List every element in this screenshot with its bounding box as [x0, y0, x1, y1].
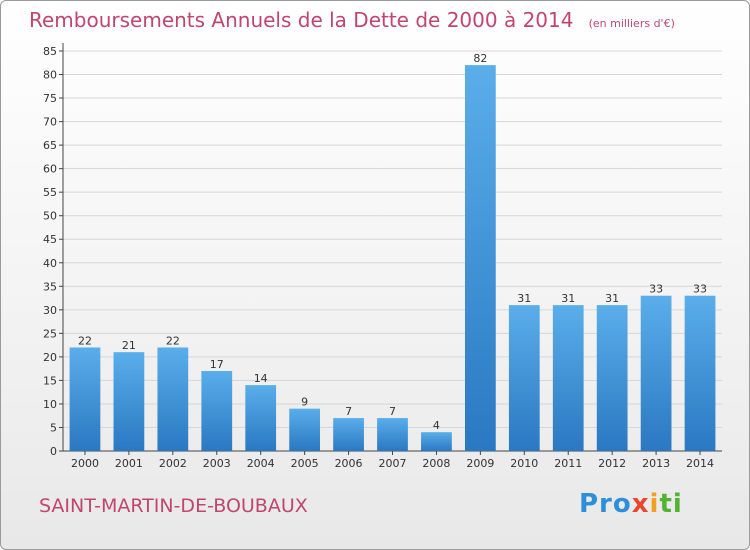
x-tick-label: 2013 [642, 457, 670, 470]
y-tick-label: 40 [43, 257, 57, 270]
bar [245, 385, 277, 451]
y-tick-label: 60 [43, 163, 57, 176]
data-label: 31 [517, 292, 531, 305]
y-tick-label: 0 [50, 445, 57, 458]
x-tick-label: 2006 [335, 457, 363, 470]
axis-layer: 0 5 10 15 20 25 30 35 40 45 50 55 60 65 70 75 80 85 2000 20… [43, 43, 722, 470]
logo-part: ti [659, 489, 683, 519]
data-label: 33 [693, 283, 707, 296]
proxiti-logo[interactable]: Proxiti [579, 489, 683, 519]
data-label: 33 [649, 283, 663, 296]
bar-layer [69, 65, 716, 451]
bar [464, 65, 496, 451]
bar [421, 432, 452, 451]
data-label: 9 [301, 396, 308, 409]
y-tick-label: 25 [43, 327, 57, 340]
label-layer: 22 21 22 17 14 9 7 7 4 82 31 31 31 33 33 [78, 52, 707, 432]
x-tick-label: 2010 [510, 457, 538, 470]
bar [552, 305, 584, 451]
data-label: 22 [166, 334, 180, 347]
x-tick-label: 2001 [115, 457, 143, 470]
y-tick-label: 30 [43, 304, 57, 317]
x-tick-label: 2002 [159, 457, 187, 470]
title-row: Remboursements Annuels de la Dette de 20… [29, 8, 675, 32]
y-tick-label: 5 [50, 421, 57, 434]
y-tick-label: 70 [43, 116, 57, 129]
bar [596, 305, 628, 451]
bar [113, 352, 145, 451]
data-label: 21 [122, 339, 136, 352]
y-tick-label: 15 [43, 374, 57, 387]
y-tick-label: 80 [43, 69, 57, 82]
bar [157, 347, 189, 451]
bar [640, 295, 672, 451]
data-label: 7 [389, 405, 396, 418]
x-tick-label: 2000 [71, 457, 99, 470]
y-tick-label: 20 [43, 351, 57, 364]
x-tick-label: 2011 [554, 457, 582, 470]
x-tick-label: 2003 [203, 457, 231, 470]
data-label: 17 [210, 358, 224, 371]
x-tick-label: 2004 [247, 457, 275, 470]
y-tick-label: 85 [43, 45, 57, 58]
data-label: 7 [345, 405, 352, 418]
bar [508, 305, 540, 451]
bar [69, 347, 101, 451]
data-label: 82 [473, 52, 487, 65]
y-tick-label: 65 [43, 139, 57, 152]
bar [201, 371, 233, 451]
data-label: 22 [78, 334, 92, 347]
logo-part: i [649, 489, 660, 519]
y-tick-label: 75 [43, 92, 57, 105]
chart-title: Remboursements Annuels de la Dette de 20… [29, 8, 574, 32]
data-label: 31 [605, 292, 619, 305]
data-label: 14 [254, 372, 268, 385]
bar [684, 295, 716, 451]
x-tick-label: 2009 [466, 457, 494, 470]
logo-part: x [631, 489, 650, 519]
y-tick-label: 35 [43, 280, 57, 293]
bar [377, 418, 408, 451]
x-tick-label: 2012 [598, 457, 626, 470]
logo-part: Pro [579, 489, 632, 519]
x-tick-label: 2008 [422, 457, 450, 470]
x-tick-label: 2005 [291, 457, 319, 470]
data-label: 31 [561, 292, 575, 305]
y-tick-label: 45 [43, 233, 57, 246]
commune-name: SAINT-MARTIN-DE-BOUBAUX [39, 495, 308, 517]
x-tick-label: 2007 [379, 457, 407, 470]
chart-unit: (en milliers d'€) [588, 17, 675, 30]
bar [333, 418, 364, 451]
y-tick-label: 10 [43, 398, 57, 411]
data-label: 4 [433, 419, 440, 432]
y-tick-label: 55 [43, 186, 57, 199]
x-tick-label: 2014 [686, 457, 714, 470]
bar [289, 408, 321, 451]
y-tick-label: 50 [43, 210, 57, 223]
